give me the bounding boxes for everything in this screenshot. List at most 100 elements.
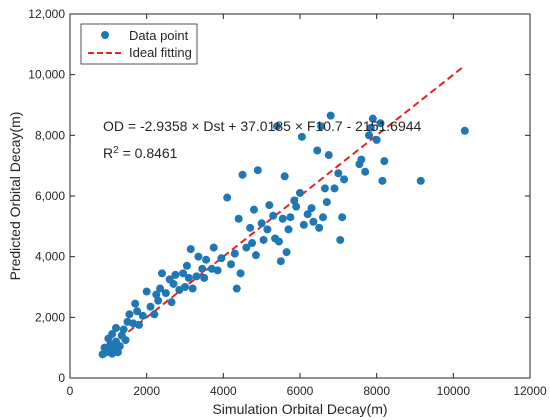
- data-point: [326, 111, 335, 120]
- legend: Data point Ideal fitting: [80, 23, 198, 65]
- data-point: [213, 266, 222, 275]
- data-point: [232, 284, 241, 293]
- data-point: [223, 193, 232, 202]
- legend-marker-data-point: [101, 31, 109, 39]
- data-point: [200, 273, 209, 282]
- data-point: [366, 123, 375, 132]
- x-tick-label: 8000: [363, 384, 390, 398]
- data-point: [146, 302, 155, 311]
- x-tick-label: 4000: [210, 384, 237, 398]
- r-squared-annotation: R2 = 0.8461: [103, 145, 178, 162]
- data-point: [269, 211, 278, 220]
- data-point: [330, 184, 339, 193]
- data-point: [320, 184, 329, 193]
- data-point: [182, 261, 191, 270]
- data-point: [299, 220, 308, 229]
- data-point: [460, 126, 469, 135]
- data-point: [334, 169, 343, 178]
- data-point: [248, 239, 257, 248]
- x-tick-label: 12000: [513, 384, 547, 398]
- y-axis-ticks: 0 2,000 4,000 6,000 8,000 10,000 12,000: [28, 7, 530, 385]
- data-point: [307, 204, 316, 213]
- data-point: [338, 213, 347, 222]
- data-point: [319, 213, 327, 222]
- data-point: [131, 299, 140, 308]
- data-point: [236, 269, 245, 278]
- data-point: [257, 219, 266, 228]
- data-point: [292, 202, 301, 211]
- data-point: [156, 284, 165, 293]
- x-tick-label: 6000: [287, 384, 314, 398]
- y-tick-label: 12,000: [28, 7, 65, 21]
- data-point: [246, 223, 255, 232]
- data-point: [296, 188, 304, 197]
- data-point: [357, 155, 366, 164]
- data-point: [265, 201, 274, 210]
- data-point: [324, 151, 333, 160]
- data-point: [278, 214, 287, 223]
- data-point: [250, 205, 258, 214]
- data-point: [284, 225, 293, 234]
- data-point: [171, 270, 180, 279]
- x-tick-label: 10000: [437, 384, 471, 398]
- data-point: [322, 198, 331, 207]
- data-point: [154, 296, 163, 305]
- data-point: [309, 217, 318, 226]
- legend-box: [80, 23, 198, 65]
- data-point: [125, 310, 134, 319]
- data-point: [150, 310, 159, 319]
- regression-equation: OD = -2.9358 × Dst + 37.0185 × F10.7 - 2…: [103, 118, 422, 134]
- data-point: [416, 176, 425, 185]
- y-tick-label: 6,000: [35, 189, 65, 203]
- legend-label-data-point: Data point: [129, 28, 189, 43]
- data-point: [297, 132, 306, 141]
- data-point: [259, 235, 268, 244]
- data-point: [336, 235, 345, 244]
- legend-label-ideal-fitting: Ideal fitting: [129, 45, 192, 60]
- data-point: [273, 122, 281, 131]
- data-point: [340, 175, 349, 184]
- data-point: [230, 249, 239, 258]
- data-point: [380, 157, 389, 166]
- y-tick-label: 10,000: [28, 68, 65, 82]
- r-squared-exponent: 2: [113, 145, 119, 156]
- data-point: [108, 330, 117, 339]
- data-point: [133, 307, 142, 316]
- data-point: [194, 252, 203, 261]
- data-point: [378, 176, 387, 185]
- y-tick-label: 0: [58, 371, 65, 385]
- data-point: [179, 269, 188, 278]
- data-point: [186, 245, 195, 254]
- x-axis-label: Simulation Orbital Decay(m): [212, 401, 387, 417]
- data-point: [251, 251, 260, 260]
- data-point: [167, 298, 176, 307]
- data-point: [282, 248, 291, 257]
- data-point: [209, 243, 218, 252]
- data-point: [161, 289, 170, 298]
- data-point: [202, 255, 211, 264]
- y-tick-label: 4,000: [35, 250, 65, 264]
- data-point: [198, 264, 207, 273]
- x-tick-label: 2000: [133, 384, 160, 398]
- data-point: [217, 254, 226, 263]
- data-point: [376, 119, 385, 128]
- data-point: [313, 146, 322, 155]
- data-point: [115, 342, 124, 351]
- data-point: [169, 279, 178, 288]
- y-axis-label: Predicted Orbital Decay(m): [7, 112, 23, 281]
- data-point: [234, 214, 243, 223]
- data-point: [286, 213, 295, 222]
- data-point: [119, 325, 128, 334]
- data-point: [263, 225, 272, 234]
- data-point: [242, 243, 251, 252]
- data-point: [135, 320, 143, 329]
- data-point: [274, 237, 283, 246]
- data-point: [188, 284, 197, 293]
- data-point: [158, 269, 166, 278]
- data-point: [303, 210, 312, 219]
- data-point: [142, 287, 151, 296]
- data-point: [181, 283, 189, 291]
- data-point: [138, 311, 147, 320]
- r-squared-value: = 0.8461: [119, 145, 178, 161]
